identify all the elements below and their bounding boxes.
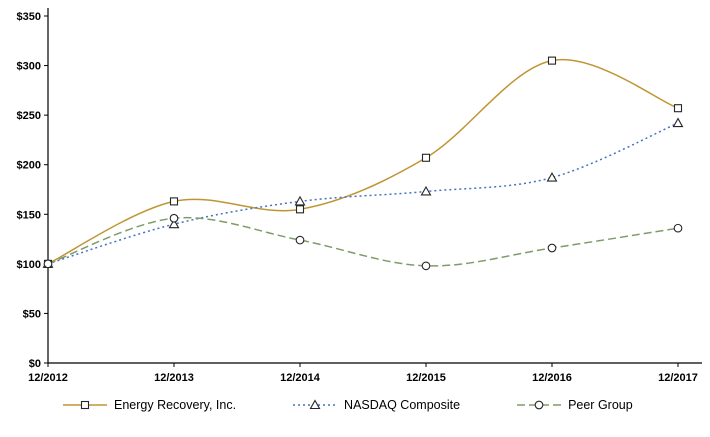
y-axis-tick-label: $100: [17, 259, 41, 271]
series-1-line: [47, 122, 679, 265]
legend-item-energy-recovery: Energy Recovery, Inc.: [62, 398, 236, 412]
nasdaq-composite-line-triangle-marker-icon: [293, 399, 338, 410]
y-axis-tick-label: $350: [17, 11, 41, 23]
x-axis-tick-label: 12/2014: [280, 372, 321, 384]
series-0-line: [47, 58, 679, 265]
x-axis-tick-label: 12/2013: [154, 372, 194, 384]
legend-label-peer-group: Peer Group: [568, 398, 633, 412]
x-axis-tick-label: 12/2012: [28, 372, 68, 384]
triangle-marker: [168, 218, 180, 229]
x-axis-tick-label: 12/2015: [406, 372, 446, 384]
triangle-marker: [672, 117, 684, 128]
circle-marker: [421, 261, 431, 271]
peer-group-line-circle-marker-icon: [517, 400, 562, 410]
legend-item-peer-group: Peer Group: [516, 398, 633, 412]
performance-line-chart-plot: $0 $50 $100 $150 $200 $250 $300 $350 12/2012 12/2…: [17, 8, 702, 384]
triangle-marker: [546, 171, 558, 182]
circle-marker: [169, 213, 179, 223]
y-axis-tick-label: $0: [29, 358, 41, 370]
y-axis-tick-label: $200: [17, 160, 41, 172]
y-axis-tick-label: $50: [23, 308, 41, 320]
y-axis-tick-label: $300: [17, 61, 41, 73]
series-2-line: [47, 216, 679, 267]
x-axis-tick-label: 12/2017: [658, 372, 698, 384]
legend-item-nasdaq-composite: NASDAQ Composite: [292, 398, 460, 412]
square-marker: [421, 153, 431, 162]
series-0-markers: [43, 56, 683, 268]
axes: $0 $50 $100 $150 $200 $250 $300 $350 12/2012 12/2…: [17, 8, 702, 384]
square-marker: [169, 197, 179, 206]
triangle-marker: [309, 399, 321, 410]
square-marker: [295, 205, 305, 214]
circle-marker: [43, 259, 53, 269]
series-1-line-group: [47, 122, 679, 265]
energy-recovery-line-square-marker-icon: [63, 400, 107, 410]
y-axis-tick-label: $150: [17, 209, 41, 221]
square-marker: [547, 56, 557, 65]
circle-marker: [534, 400, 544, 410]
triangle-marker: [420, 185, 432, 196]
square-marker: [673, 104, 683, 113]
legend-label-energy-recovery: Energy Recovery, Inc.: [114, 398, 237, 412]
circle-marker: [547, 243, 557, 253]
triangle-marker: [294, 195, 306, 206]
legend-label-nasdaq-composite: NASDAQ Composite: [344, 398, 461, 412]
series-2-line-group: [47, 216, 679, 267]
series-0-line-group: [47, 58, 679, 265]
legend: Energy Recovery, Inc. NASDAQ Composite P…: [62, 398, 710, 412]
square-marker: [80, 400, 90, 410]
y-axis-tick-label: $250: [17, 110, 41, 122]
circle-marker: [673, 223, 683, 233]
series-1-markers: [42, 117, 684, 268]
x-axis-tick-label: 12/2016: [532, 372, 572, 384]
circle-marker: [295, 235, 305, 245]
series-2-markers: [43, 213, 683, 271]
